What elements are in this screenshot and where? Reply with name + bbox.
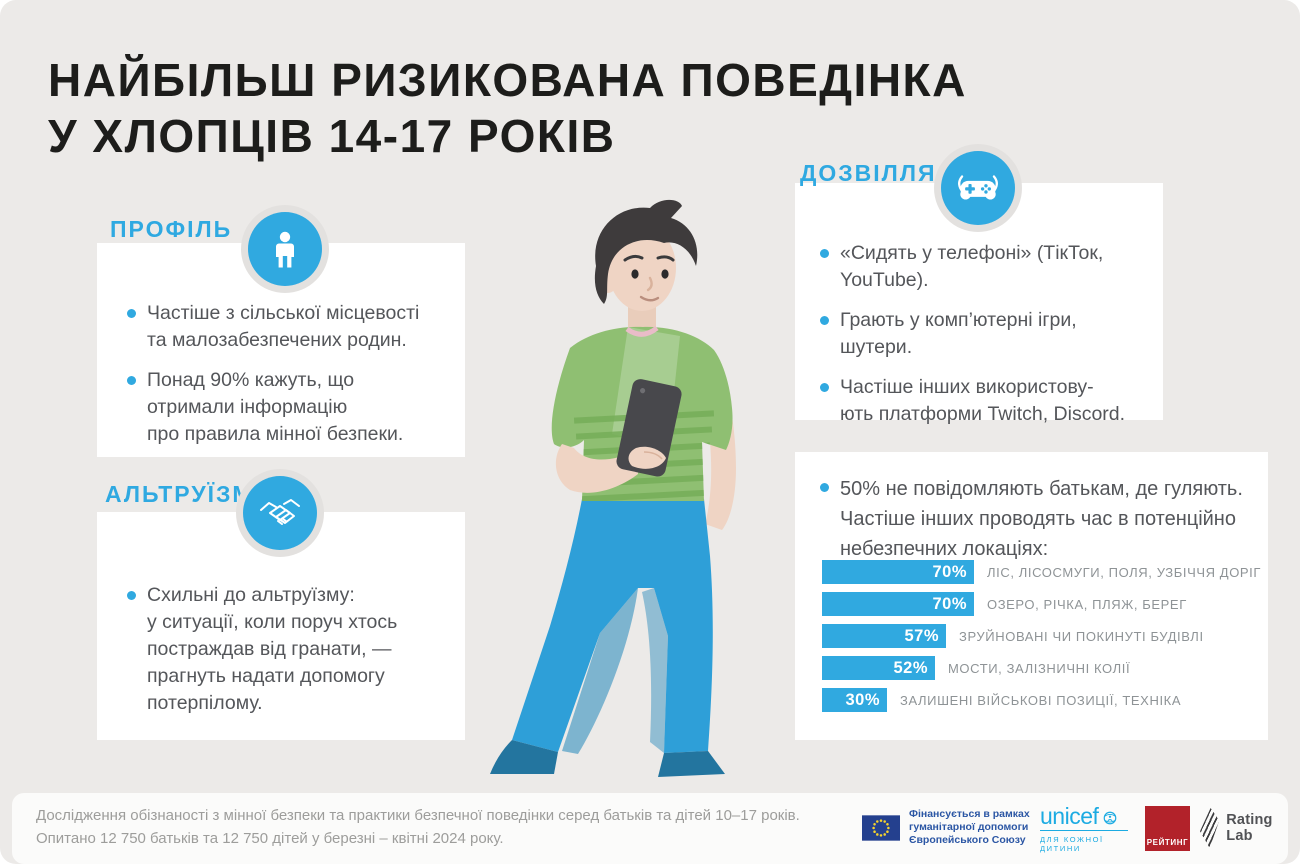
profile-bullets: Частіше з сільської місцевості та малоза… [127,300,457,461]
bullet-text: «Сидять у телефоні» (ТікТок, YouTube). [840,242,1104,291]
rating-lab-wordmark: Rating Lab [1226,812,1273,844]
boy-with-phone-illustration [490,199,736,777]
unicef-wordmark: unicef [1040,803,1099,829]
altruism-heading: АЛЬТРУЇЗМ [105,481,254,507]
leisure-heading: ДОЗВІЛЛЯ [800,160,937,186]
eu-logo: Фінансується в рамках гуманітарної допом… [862,808,1030,847]
bar: 70% [822,592,974,616]
bullet-text: Частіше з сільської місцевості та малоза… [147,302,420,351]
person-icon [248,212,322,286]
footer: Дослідження обізнаності з мінної безпеки… [12,793,1288,864]
bullet-dot [127,309,136,318]
bullet-dot [820,483,829,492]
profile-medallion [241,205,329,293]
footer-note: Дослідження обізнаності з мінної безпеки… [36,804,800,850]
locations-intro-text: 50% не повідомляють батькам, де гуляють.… [840,478,1243,560]
locations-intro: 50% не повідомляють батькам, де гуляють.… [820,474,1260,564]
bullet-dot [820,249,829,258]
bullet-dot [820,383,829,392]
bar-label: МОСТИ, ЗАЛІЗНИЧНІ КОЛІЇ [948,660,1131,676]
bullet-dot [820,316,829,325]
bar-row: 52% МОСТИ, ЗАЛІЗНИЧНІ КОЛІЇ [822,656,1262,680]
bar-row: 70% ЛІС, ЛІСОСМУГИ, ПОЛЯ, УЗБІЧЧЯ ДОРІГ [822,560,1262,584]
unicef-wordmark-row: unicef [1040,805,1128,831]
bullet-dot [127,591,136,600]
bullet-item: Частіше інших використову- ють платформи… [820,374,1156,428]
profile-heading: ПРОФІЛЬ [110,216,233,242]
footer-note-line2: Опитано 12 750 батьків та 12 750 дітей у… [36,830,504,847]
altruism-medallion [236,469,324,557]
rating-wordmark: РЕЙТИНГ [1146,838,1189,847]
bar-value: 52% [893,658,928,677]
bar-value: 57% [904,626,939,645]
leisure-bullets: «Сидять у телефоні» (ТікТок, YouTube). Гр… [820,240,1156,441]
bar-label: ЗАЛИШЕНІ ВІЙСЬКОВІ ПОЗИЦІЇ, ТЕХНІКА [900,692,1182,708]
bar-row: 30% ЗАЛИШЕНІ ВІЙСЬКОВІ ПОЗИЦІЇ, ТЕХНІКА [822,688,1262,712]
page-title-line2: У ХЛОПЦІВ 14-17 РОКІВ [48,110,616,162]
bar-value: 30% [845,690,880,709]
bullet-item: Частіше з сільської місцевості та малоза… [127,300,457,354]
eu-flag-icon [862,814,900,841]
bar-label: ЗРУЙНОВАНІ ЧИ ПОКИНУТІ БУДІВЛІ [959,628,1204,644]
bullet-text: Понад 90% кажуть, що отримали інформацію… [147,369,404,445]
bar-label: ЛІС, ЛІСОСМУГИ, ПОЛЯ, УЗБІЧЧЯ ДОРІГ [987,564,1262,580]
bullet-item: Грають у комп’ютерні ігри, шутери. [820,307,1156,361]
bullet-dot [127,376,136,385]
altruism-bullets: Схильні до альтруїзму: у ситуації, коли … [127,582,457,730]
bullet-text: Частіше інших використову- ють платформи… [840,376,1126,425]
bullet-item: «Сидять у телефоні» (ТікТок, YouTube). [820,240,1156,294]
bar-label: ОЗЕРО, РІЧКА, ПЛЯЖ, БЕРЕГ [987,596,1187,612]
bullet-item: Схильні до альтруїзму: у ситуації, коли … [127,582,457,717]
rating-lab-mark-icon [1200,808,1220,848]
bullet-text: Грають у комп’ютерні ігри, шутери. [840,309,1077,358]
bullet-text: Схильні до альтруїзму: у ситуації, коли … [147,584,398,714]
bullet-item: Понад 90% кажуть, що отримали інформацію… [127,367,457,448]
bar-value: 70% [932,594,967,613]
leisure-medallion [934,144,1022,232]
handshake-icon [243,476,317,550]
bar: 57% [822,624,946,648]
bar: 30% [822,688,887,712]
rating-logo: РЕЙТИНГ [1145,806,1190,851]
eu-funding-text: Фінансується в рамках гуманітарної допом… [909,808,1030,846]
rating-lab-logo: Rating Lab [1200,808,1288,848]
unicef-logo: unicef для кожної дитини [1040,805,1128,853]
unicef-tagline: для кожної дитини [1040,835,1104,853]
page-title-line1: НАЙБІЛЬШ РИЗИКОВАНА ПОВЕДІНКА [48,54,967,106]
gamepad-icon [941,151,1015,225]
footer-note-line1: Дослідження обізнаності з мінної безпеки… [36,807,800,824]
bar: 52% [822,656,935,680]
unicef-globe-icon [1104,811,1117,825]
bar-value: 70% [932,562,967,581]
page-title: НАЙБІЛЬШ РИЗИКОВАНА ПОВЕДІНКА У ХЛОПЦІВ … [48,52,967,164]
bar-row: 70% ОЗЕРО, РІЧКА, ПЛЯЖ, БЕРЕГ [822,592,1262,616]
bar-row: 57% ЗРУЙНОВАНІ ЧИ ПОКИНУТІ БУДІВЛІ [822,624,1262,648]
bar: 70% [822,560,974,584]
location-bars: 70% ЛІС, ЛІСОСМУГИ, ПОЛЯ, УЗБІЧЧЯ ДОРІГ 70… [822,560,1262,720]
